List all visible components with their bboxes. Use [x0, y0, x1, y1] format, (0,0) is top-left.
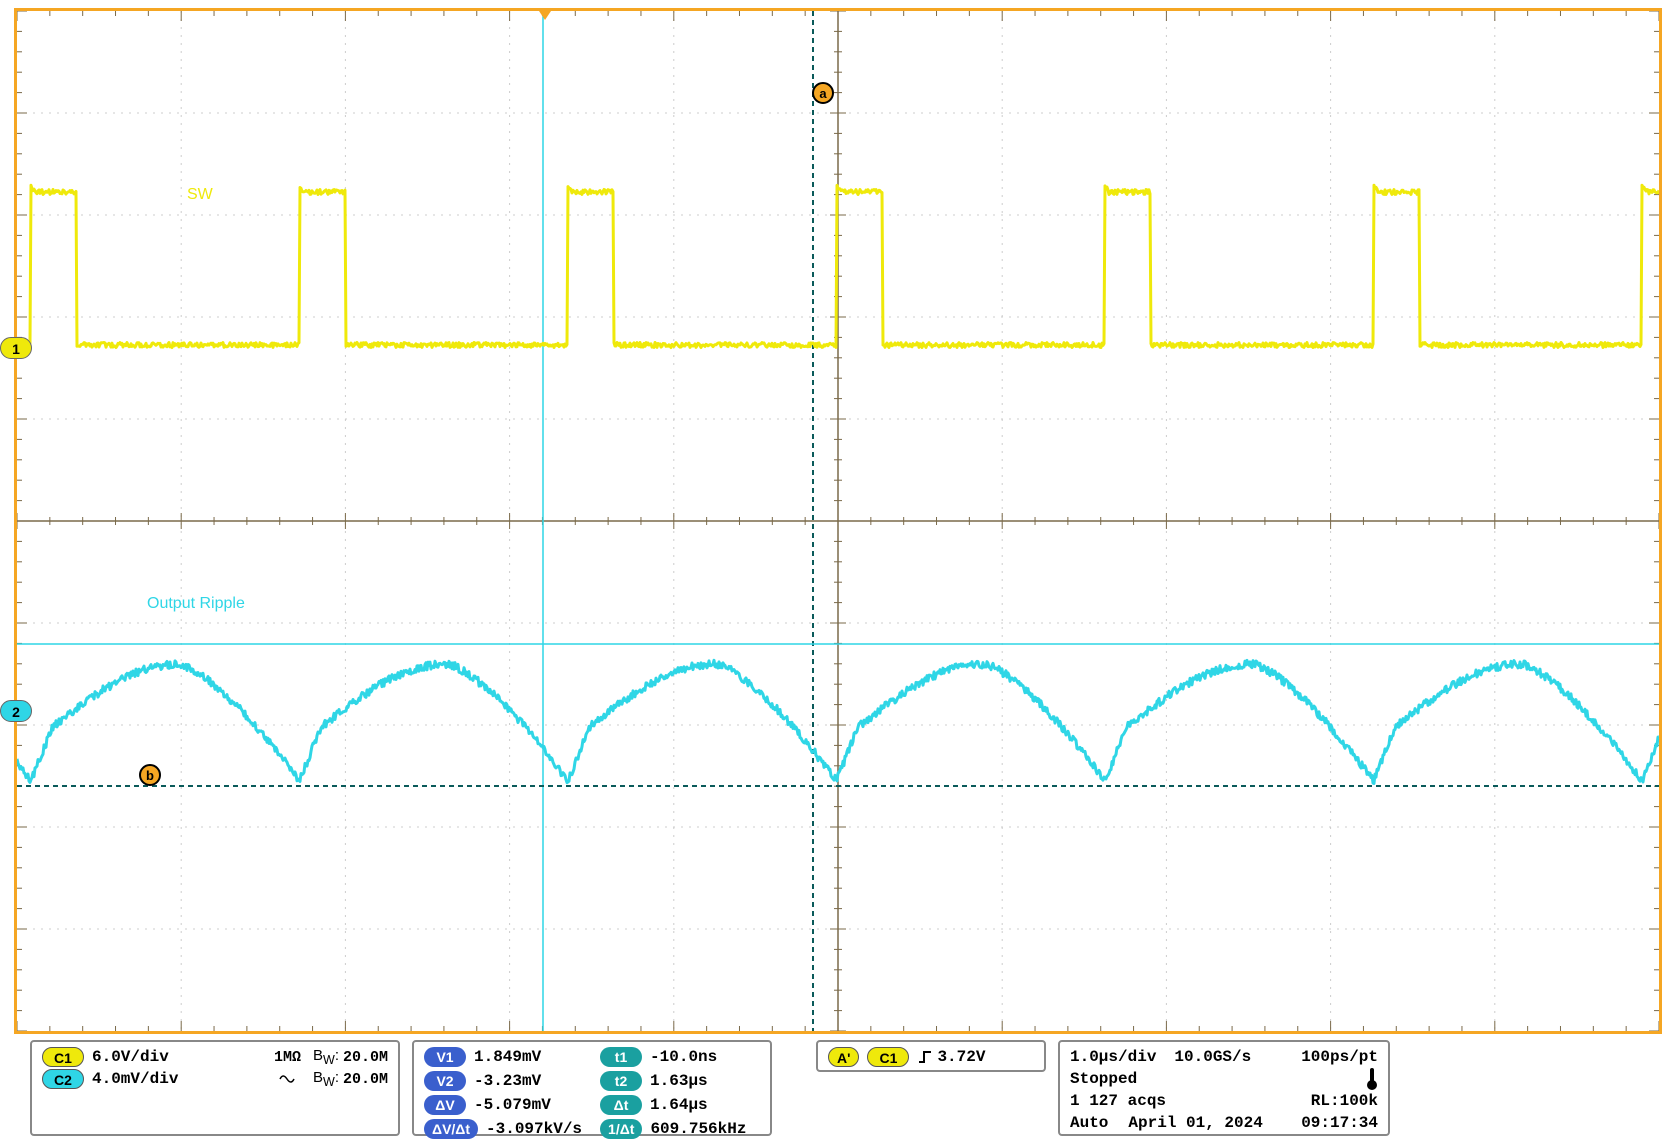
v1-value: 1.849mV [474, 1048, 541, 1066]
rising-edge-icon [917, 1049, 933, 1065]
channel-2-pill[interactable]: C2 [42, 1069, 84, 1089]
acq-count: 1 127 acqs [1070, 1092, 1166, 1110]
channel-2-label: Output Ripple [147, 595, 245, 613]
dvdt-value: -3.097kV/s [486, 1120, 582, 1138]
v2-value: -3.23mV [474, 1072, 541, 1090]
bandwidth-label-2: BW: [313, 1069, 339, 1089]
ac-coupling-icon [279, 1071, 295, 1087]
run-state: Stopped [1070, 1070, 1137, 1088]
record-length: RL:100k [1311, 1092, 1378, 1110]
channel-2-marker[interactable]: 2 [0, 700, 32, 722]
c2-scale: 4.0mV/div [92, 1070, 178, 1088]
cursor-readout-panel[interactable]: V1 1.849mV V2 -3.23mV ΔV -5.079mV ΔV/Δt -3.0… [412, 1040, 772, 1136]
acq-date: April 01, 2024 [1128, 1114, 1262, 1132]
trigger-source-pill: C1 [867, 1047, 909, 1067]
waveform-plot[interactable] [17, 11, 1659, 1031]
v1-pill: V1 [424, 1047, 466, 1067]
resolution: 100ps/pt [1301, 1048, 1378, 1066]
dt-pill: Δt [600, 1095, 642, 1115]
trigger-position-marker[interactable] [537, 8, 553, 20]
acquisition-panel[interactable]: 1.0µs/div 10.0GS/s 100ps/pt Stopped 1 12… [1058, 1040, 1390, 1136]
c1-impedance: 1MΩ [274, 1049, 301, 1066]
dt-value: 1.64µs [650, 1096, 708, 1114]
thermometer-icon [1366, 1068, 1378, 1090]
cursor-a-marker[interactable]: a [812, 82, 834, 104]
bandwidth-label-1: BW: [313, 1047, 339, 1067]
channel-settings-panel[interactable]: C1 6.0V/div 1MΩ BW: 20.0M C2 4.0mV/div B… [30, 1040, 400, 1136]
trigger-aprime-pill: A' [828, 1047, 859, 1067]
timebase: 1.0µs/div [1070, 1048, 1156, 1066]
dv-pill: ΔV [424, 1095, 466, 1115]
v2-pill: V2 [424, 1071, 466, 1091]
acq-mode: Auto [1070, 1114, 1108, 1132]
invdt-pill: 1/Δt [600, 1119, 642, 1139]
cursor-b-marker[interactable]: b [139, 764, 161, 786]
trigger-level: 3.72V [937, 1048, 985, 1066]
channel-1-marker[interactable]: 1 [0, 337, 32, 359]
c2-bandwidth: 20.0M [343, 1071, 388, 1088]
t1-value: -10.0ns [650, 1048, 717, 1066]
dv-value: -5.079mV [474, 1096, 551, 1114]
oscilloscope-screen: 1 2 a b SW Output Ripple C1 6.0V/div 1MΩ… [0, 0, 1680, 1140]
t2-value: 1.63µs [650, 1072, 708, 1090]
dvdt-pill: ΔV/Δt [424, 1119, 478, 1139]
acq-time: 09:17:34 [1301, 1114, 1378, 1132]
channel-1-pill[interactable]: C1 [42, 1047, 84, 1067]
sample-rate: 10.0GS/s [1174, 1048, 1251, 1066]
invdt-value: 609.756kHz [650, 1120, 746, 1138]
channel-1-label: SW [187, 186, 213, 204]
t2-pill: t2 [600, 1071, 642, 1091]
t1-pill: t1 [600, 1047, 642, 1067]
c1-scale: 6.0V/div [92, 1048, 169, 1066]
trigger-panel[interactable]: A' C1 3.72V [816, 1040, 1046, 1072]
c1-bandwidth: 20.0M [343, 1049, 388, 1066]
info-bar: C1 6.0V/div 1MΩ BW: 20.0M C2 4.0mV/div B… [30, 1040, 1668, 1136]
